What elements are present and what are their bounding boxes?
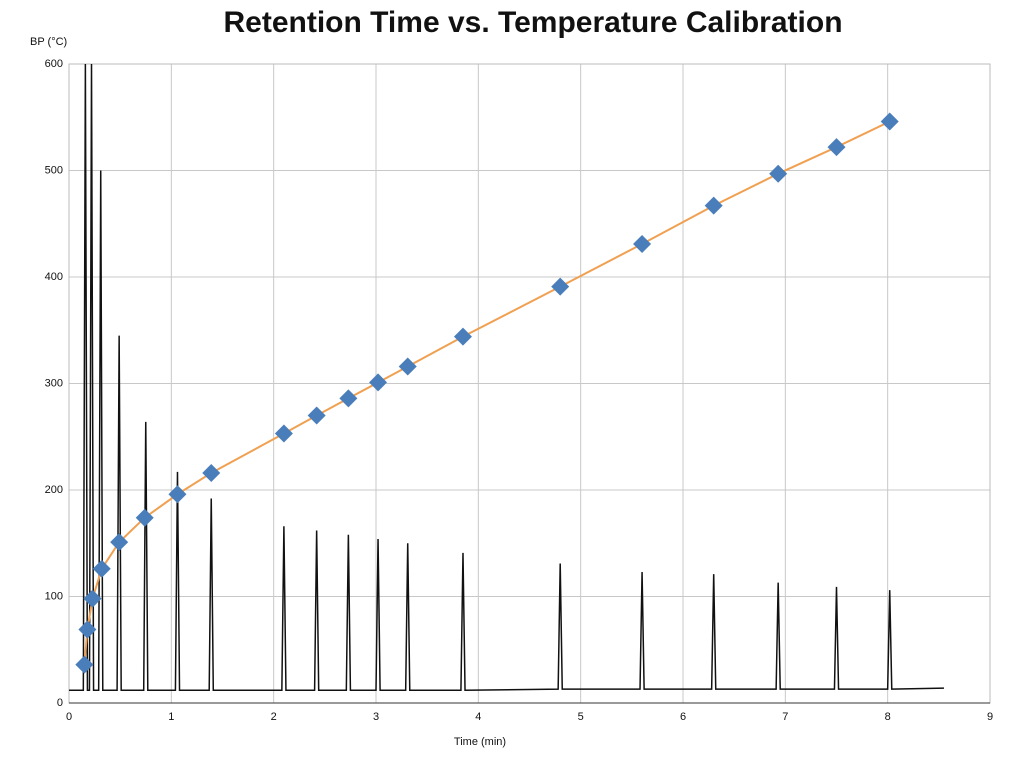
x-tick-label: 7 bbox=[782, 711, 788, 723]
marker bbox=[339, 389, 358, 408]
series-line bbox=[69, 63, 944, 691]
y-tick-label: 500 bbox=[45, 164, 63, 176]
x-tick-label: 9 bbox=[987, 711, 993, 723]
marker bbox=[75, 655, 94, 674]
marker bbox=[83, 589, 102, 608]
x-tick-label: 2 bbox=[271, 711, 277, 723]
marker bbox=[398, 357, 417, 376]
y-tick-label: 0 bbox=[57, 697, 63, 709]
marker bbox=[453, 327, 472, 346]
marker bbox=[369, 373, 388, 392]
marker bbox=[92, 559, 111, 578]
marker bbox=[880, 112, 899, 131]
marker bbox=[827, 138, 846, 157]
y-tick-label: 400 bbox=[45, 271, 63, 283]
y-tick-label: 200 bbox=[45, 484, 63, 496]
marker bbox=[307, 406, 326, 425]
marker bbox=[78, 620, 97, 639]
y-tick-label: 600 bbox=[45, 58, 63, 70]
marker bbox=[769, 164, 788, 183]
x-tick-label: 3 bbox=[373, 711, 379, 723]
marker bbox=[633, 234, 652, 253]
x-axis-label: Time (min) bbox=[454, 736, 506, 748]
y-tick-label: 300 bbox=[45, 377, 63, 389]
marker bbox=[168, 485, 187, 504]
x-tick-label: 5 bbox=[578, 711, 584, 723]
y-tick-label: 100 bbox=[45, 590, 63, 602]
x-tick-label: 6 bbox=[680, 711, 686, 723]
y-axis-label: BP (°C) bbox=[30, 36, 67, 48]
chart-title: Retention Time vs. Temperature Calibrati… bbox=[223, 6, 842, 39]
x-tick-label: 8 bbox=[885, 711, 891, 723]
x-tick-label: 1 bbox=[168, 711, 174, 723]
x-tick-label: 4 bbox=[475, 711, 481, 723]
marker bbox=[110, 533, 129, 552]
marker bbox=[551, 277, 570, 296]
marker bbox=[274, 424, 293, 443]
marker bbox=[135, 508, 154, 527]
series-line bbox=[83, 120, 891, 665]
x-tick-label: 0 bbox=[66, 711, 72, 723]
marker bbox=[704, 196, 723, 215]
marker bbox=[202, 463, 221, 482]
